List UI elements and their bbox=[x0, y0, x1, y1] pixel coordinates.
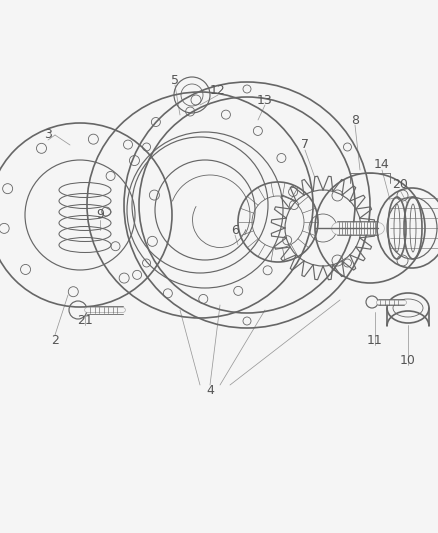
Text: 6: 6 bbox=[231, 223, 239, 237]
Text: 3: 3 bbox=[44, 128, 52, 141]
Text: 20: 20 bbox=[392, 179, 408, 191]
Text: 12: 12 bbox=[210, 84, 226, 96]
Text: 14: 14 bbox=[374, 158, 390, 172]
Text: 10: 10 bbox=[400, 353, 416, 367]
Text: 4: 4 bbox=[206, 384, 214, 397]
Text: 21: 21 bbox=[77, 313, 93, 327]
Text: 13: 13 bbox=[257, 93, 273, 107]
Text: 7: 7 bbox=[301, 139, 309, 151]
Text: 2: 2 bbox=[51, 334, 59, 346]
Text: 9: 9 bbox=[96, 208, 104, 222]
Text: 5: 5 bbox=[171, 74, 179, 86]
Text: 8: 8 bbox=[351, 114, 359, 126]
Text: 11: 11 bbox=[367, 334, 383, 346]
